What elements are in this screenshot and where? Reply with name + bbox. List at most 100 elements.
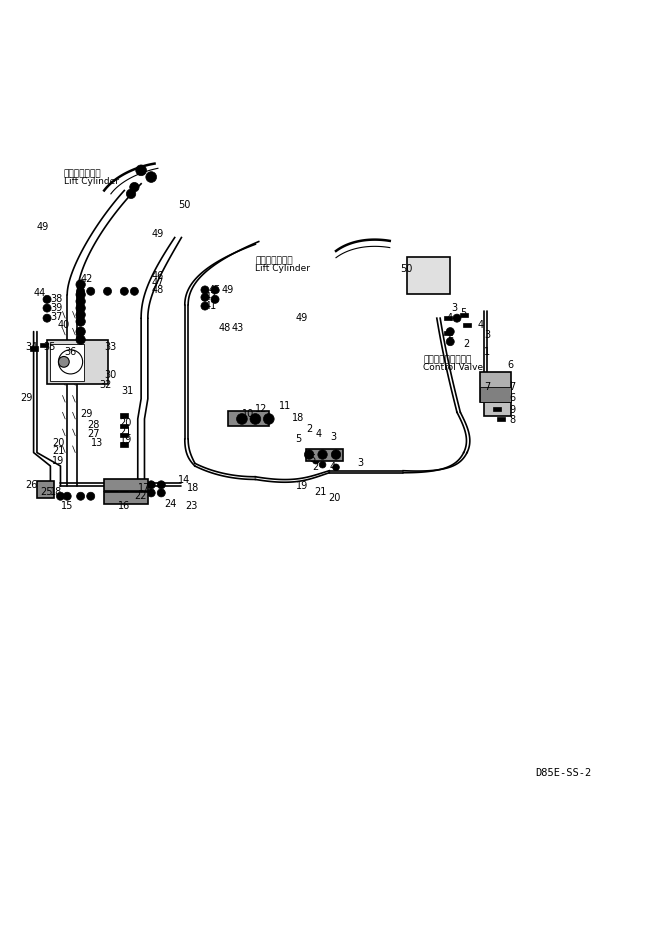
Text: 42: 42	[81, 274, 93, 284]
Circle shape	[140, 489, 149, 497]
Circle shape	[157, 489, 165, 497]
Circle shape	[312, 458, 319, 464]
Text: 7: 7	[509, 382, 515, 392]
Circle shape	[147, 489, 155, 497]
Text: 47: 47	[151, 279, 163, 288]
Circle shape	[103, 287, 112, 295]
Circle shape	[318, 450, 327, 459]
Bar	[306, 448, 343, 460]
Bar	[37, 482, 54, 499]
Bar	[460, 312, 468, 317]
Text: 3: 3	[484, 330, 490, 340]
Bar	[120, 414, 128, 418]
Circle shape	[110, 481, 118, 489]
Circle shape	[58, 356, 69, 367]
Text: 28: 28	[87, 420, 99, 430]
Circle shape	[76, 296, 85, 306]
Circle shape	[146, 171, 157, 183]
Text: Lift Cylinder: Lift Cylinder	[64, 176, 119, 185]
Text: 20: 20	[52, 438, 65, 448]
Text: 19: 19	[296, 481, 308, 491]
Circle shape	[43, 295, 51, 304]
Bar	[493, 406, 501, 411]
Circle shape	[120, 481, 128, 489]
Circle shape	[250, 414, 261, 424]
Circle shape	[77, 492, 85, 500]
Text: 34: 34	[26, 342, 38, 352]
Circle shape	[446, 327, 454, 336]
Text: 49: 49	[296, 313, 308, 323]
Text: 46: 46	[151, 271, 163, 281]
Circle shape	[76, 310, 85, 320]
Text: 25: 25	[40, 487, 53, 497]
Circle shape	[43, 314, 51, 322]
Bar	[480, 372, 511, 403]
Text: 39: 39	[50, 303, 62, 313]
Text: 44: 44	[34, 288, 46, 298]
Text: 21: 21	[120, 427, 132, 437]
Text: 47: 47	[205, 293, 217, 302]
Text: 35: 35	[44, 342, 56, 352]
Circle shape	[76, 304, 85, 313]
Text: 5: 5	[296, 434, 302, 445]
Text: 15: 15	[60, 501, 73, 512]
Circle shape	[453, 314, 461, 322]
Text: 24: 24	[165, 499, 177, 509]
Bar	[497, 417, 505, 421]
Text: 27: 27	[87, 430, 100, 439]
Bar	[444, 331, 452, 336]
Text: 32: 32	[99, 380, 112, 391]
Text: 41: 41	[205, 301, 217, 311]
Bar	[30, 347, 38, 350]
Circle shape	[130, 481, 138, 489]
Text: 5: 5	[309, 454, 315, 463]
Text: 14: 14	[178, 475, 190, 486]
Circle shape	[110, 489, 118, 497]
Text: D85E-SS-2: D85E-SS-2	[535, 769, 591, 778]
Bar	[120, 423, 128, 428]
Text: 21: 21	[314, 487, 327, 497]
Bar	[120, 433, 128, 437]
Text: 29: 29	[20, 393, 32, 404]
Text: 4: 4	[329, 462, 335, 473]
Text: 7: 7	[484, 382, 490, 392]
Text: 40: 40	[57, 320, 69, 330]
Text: リフトシリンダ: リフトシリンダ	[255, 256, 293, 266]
Text: 11: 11	[279, 401, 291, 410]
Text: 6: 6	[509, 393, 515, 404]
Text: Control Valve: Control Valve	[423, 363, 483, 372]
Circle shape	[319, 461, 326, 468]
Bar	[120, 443, 128, 446]
Circle shape	[120, 287, 128, 295]
Text: 20: 20	[328, 493, 340, 503]
Text: 1: 1	[484, 347, 490, 357]
Circle shape	[130, 287, 138, 295]
Text: 22: 22	[134, 491, 147, 501]
Circle shape	[87, 287, 95, 295]
Text: 4: 4	[447, 313, 453, 323]
Text: 2: 2	[312, 462, 319, 473]
Text: 23: 23	[185, 501, 197, 512]
Circle shape	[43, 304, 51, 312]
Circle shape	[333, 464, 339, 471]
Text: 18: 18	[50, 487, 62, 497]
Text: 3: 3	[452, 303, 458, 313]
Circle shape	[201, 294, 209, 301]
Text: 4: 4	[316, 429, 322, 439]
Circle shape	[147, 481, 155, 489]
Bar	[40, 343, 48, 348]
Bar	[463, 322, 471, 327]
Text: 49: 49	[37, 223, 49, 232]
Circle shape	[120, 489, 128, 497]
Circle shape	[130, 183, 139, 192]
Circle shape	[76, 290, 85, 299]
Text: 36: 36	[64, 347, 76, 357]
Circle shape	[77, 287, 85, 295]
Text: 33: 33	[104, 342, 116, 352]
Bar	[444, 316, 452, 321]
Circle shape	[446, 337, 454, 346]
Circle shape	[304, 450, 314, 459]
Circle shape	[87, 492, 95, 500]
Text: 37: 37	[50, 312, 62, 322]
Text: 18: 18	[292, 413, 304, 422]
